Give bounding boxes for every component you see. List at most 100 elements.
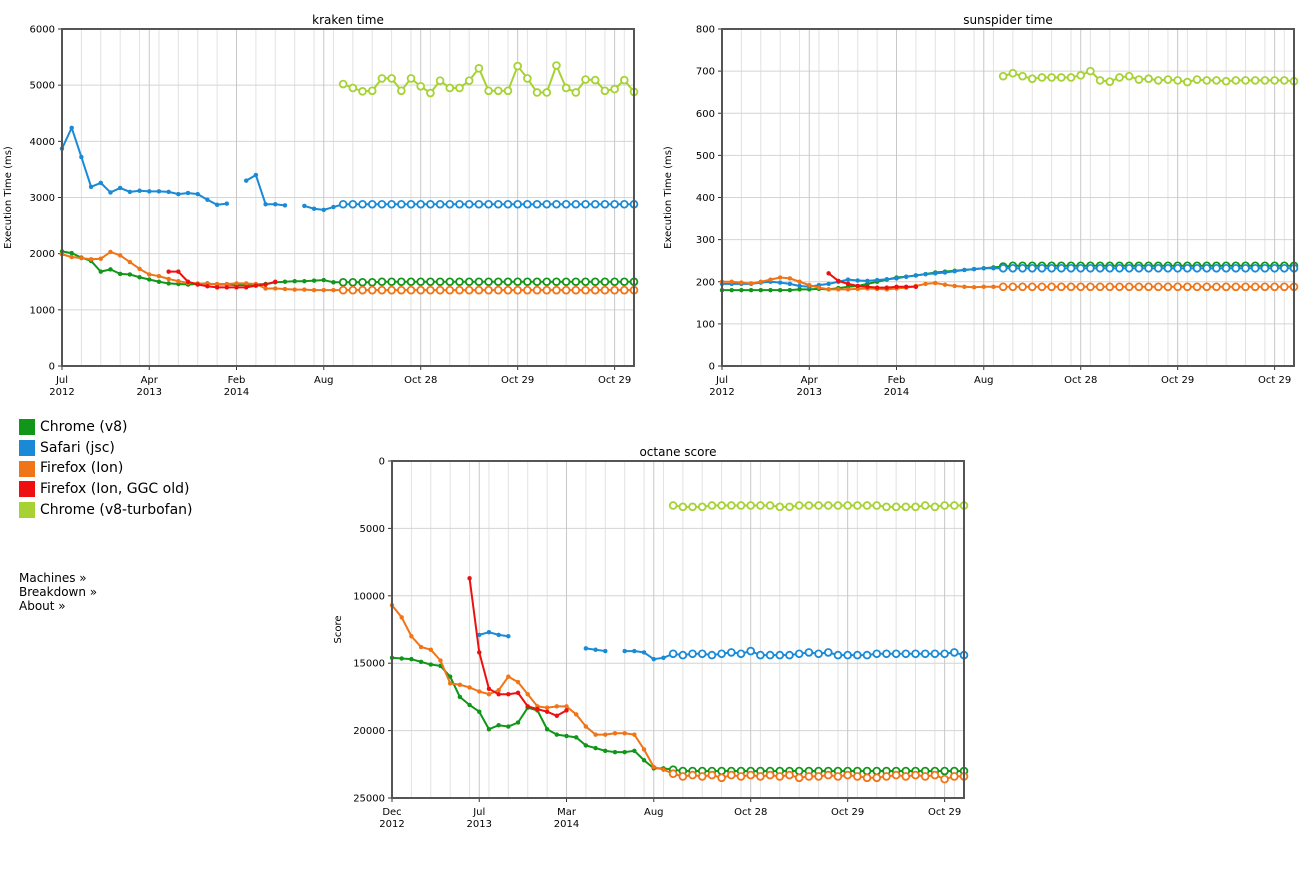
data-point: [525, 704, 530, 709]
y-tick-label: 10000: [353, 591, 385, 602]
data-point: [882, 649, 891, 659]
data-point: [797, 283, 802, 289]
data-point: [794, 649, 804, 659]
data-point: [457, 694, 463, 700]
data-point: [1018, 263, 1027, 273]
data-point: [98, 256, 104, 261]
plot-frame: [61, 28, 635, 367]
chart-title: sunspider time: [963, 13, 1053, 27]
data-point: [561, 199, 571, 209]
data-point: [406, 74, 416, 83]
data-point: [292, 278, 297, 284]
data-point: [590, 277, 600, 287]
data-point: [855, 283, 860, 289]
x-tick-label: Jul: [715, 375, 728, 386]
data-point: [1231, 76, 1241, 85]
data-point: [477, 650, 482, 655]
data-point: [765, 501, 775, 510]
data-point: [581, 75, 590, 84]
data-point: [311, 206, 317, 211]
data-point: [746, 501, 756, 510]
data-point: [108, 249, 113, 255]
data-point: [765, 650, 775, 660]
data-point: [739, 287, 744, 293]
plot-frame: [721, 28, 1295, 367]
data-point: [387, 285, 396, 295]
breakdown-link[interactable]: Breakdown »: [19, 585, 98, 599]
data-point: [1163, 263, 1173, 273]
data-point: [593, 732, 598, 737]
data-point: [137, 275, 142, 280]
data-point: [804, 772, 814, 781]
data-point: [1008, 68, 1018, 78]
data-point: [1144, 263, 1153, 273]
machines-link[interactable]: Machines »: [19, 571, 87, 585]
data-point: [651, 656, 657, 662]
data-point: [1027, 282, 1037, 292]
data-point: [901, 772, 911, 781]
data-point: [397, 199, 406, 209]
data-point: [397, 86, 406, 96]
data-point: [739, 280, 744, 285]
data-point: [321, 207, 327, 213]
data-point: [981, 284, 987, 290]
legend-item-firefox-ion-ggc-old[interactable]: Firefox (Ion, GGC old): [19, 479, 192, 500]
data-point: [493, 277, 503, 287]
data-point: [117, 271, 123, 277]
data-point: [872, 773, 882, 783]
data-point: [455, 277, 464, 287]
data-point: [678, 502, 688, 512]
data-point: [1047, 263, 1056, 273]
legend-item-safari-jsc[interactable]: Safari (jsc): [19, 438, 192, 459]
series-safari-jsc: [59, 125, 639, 213]
data-point: [1183, 77, 1192, 87]
data-point: [477, 709, 482, 714]
about-link[interactable]: About »: [19, 599, 66, 613]
series-firefox-ion-ggc-old: [467, 576, 569, 719]
data-point: [1008, 282, 1018, 292]
data-point: [950, 501, 959, 510]
data-point: [952, 268, 957, 274]
data-point: [610, 285, 619, 295]
data-point: [950, 648, 959, 657]
series-firefox-ion: [59, 249, 639, 295]
data-point: [581, 199, 590, 209]
data-point: [787, 287, 793, 293]
legend-item-chrome-v8-turbofan[interactable]: Chrome (v8-turbofan): [19, 500, 192, 521]
data-point: [823, 648, 833, 657]
data-point: [195, 282, 200, 287]
legend-item-firefox-ion[interactable]: Firefox (Ion): [19, 458, 192, 479]
data-point: [1221, 282, 1231, 292]
x-tick-sublabel: 2014: [224, 387, 249, 398]
y-tick-label: 0: [49, 362, 55, 373]
x-tick-label: Dec: [382, 807, 401, 818]
data-point: [435, 76, 445, 85]
plot-area: [392, 461, 964, 798]
data-point: [98, 269, 104, 274]
data-point: [542, 88, 552, 97]
data-point: [668, 769, 678, 779]
data-point: [707, 501, 717, 510]
data-point: [797, 279, 802, 284]
legend-item-chrome-v8[interactable]: Chrome (v8): [19, 417, 192, 438]
data-point: [952, 283, 957, 289]
data-point: [1260, 76, 1270, 85]
data-point: [882, 772, 891, 781]
data-point: [513, 285, 522, 295]
data-point: [435, 277, 445, 287]
data-point: [273, 286, 278, 291]
data-point: [991, 266, 996, 271]
data-point: [338, 285, 348, 295]
data-point: [603, 732, 608, 737]
y-tick-label: 25000: [353, 794, 385, 805]
x-tick-label: Jul: [472, 807, 485, 818]
x-tick-sublabel: 2012: [379, 819, 404, 830]
data-point: [1163, 75, 1173, 84]
data-point: [554, 704, 560, 709]
data-point: [455, 199, 464, 209]
data-point: [940, 766, 949, 776]
data-point: [397, 277, 406, 287]
data-point: [503, 285, 513, 295]
data-point: [911, 649, 920, 659]
